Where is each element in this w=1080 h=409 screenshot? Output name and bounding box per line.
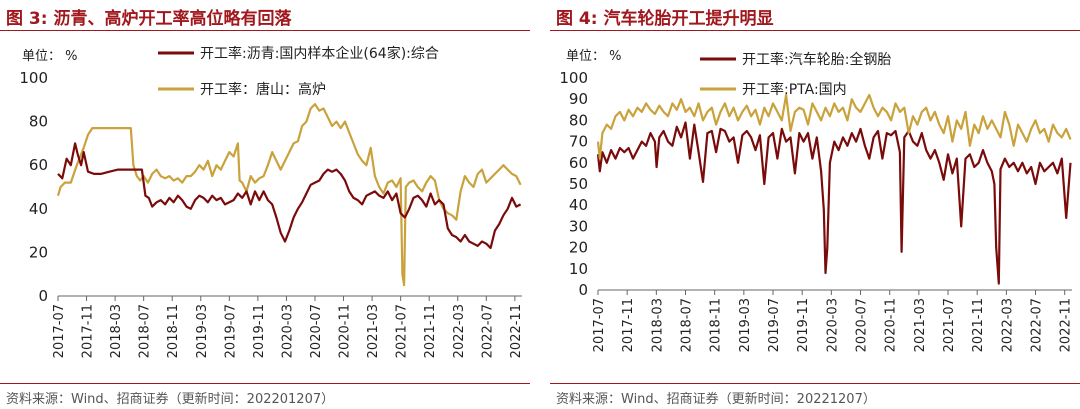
x-tick-label: 2021-03 [913,298,928,352]
x-tick-label: 2022-07 [480,304,495,358]
x-tick-label: 2019-03 [738,298,753,352]
series-line-1 [596,121,1072,285]
y-tick-label: 30 [569,217,588,235]
x-tick-label: 2022-07 [1030,298,1045,352]
y-tick-label: 10 [569,260,588,278]
y-tick-label: 100 [559,69,588,87]
y-tick-label: 80 [569,111,588,129]
line-chart-asphalt-blast-furnace: 单位： % 0 20 40 60 80 100 2017-07 2017-11 2018-03 20… [19,45,524,358]
x-tick-label: 2021-07 [942,298,957,352]
y-tick-label: 100 [19,69,48,87]
x-tick-label: 2021-07 [395,304,410,358]
x-tick-label: 2020-07 [309,304,324,358]
x-tick-label: 2018-11 [709,298,724,352]
x-tick-label: 2018-03 [109,304,124,358]
y-tick-label: 60 [29,156,48,174]
unit-label: 单位： % [22,49,78,64]
x-tick-label: 2020-03 [280,304,295,358]
y-tick-label: 0 [578,281,588,299]
x-tick-label: 2019-11 [252,304,267,358]
series-line-1 [57,142,522,250]
x-tick-label: 2017-07 [52,304,67,358]
legend-label-1: 开工率:汽车轮胎:全钢胎 [742,51,891,68]
x-tick-label: 2018-03 [650,298,665,352]
x-tick-label: 2020-07 [855,298,870,352]
x-tick-label: 2017-11 [621,298,636,352]
source-divider [550,383,1080,384]
y-tick-label: 90 [569,90,588,108]
legend-label-2: 开工率：唐山：高炉 [200,81,326,98]
source-note: 资料来源：Wind、招商证券（更新时间：20221207） [556,392,876,407]
source-divider [0,383,530,384]
chart-panel-asphalt: 图 3: 沥青、高炉开工率高位略有回落 单位： % 0 20 40 60 80 100 201… [0,0,530,409]
x-tick-label: 2022-11 [509,304,524,358]
title-divider [0,30,530,31]
y-tick-label: 80 [29,113,48,131]
series-line-2 [56,103,522,287]
x-tick-label: 2020-11 [884,298,899,352]
unit-label: 单位： % [566,49,622,64]
x-tick-label: 2019-07 [767,298,782,352]
x-tick-label: 2019-11 [796,298,811,352]
chart-title: 图 3: 沥青、高炉开工率高位略有回落 [6,9,292,29]
x-tick-label: 2018-07 [680,298,695,352]
x-tick-label: 2022-11 [1059,298,1074,352]
x-tick-label: 2019-03 [195,304,210,358]
x-tick-label: 2021-11 [423,304,438,358]
x-tick-label: 2017-11 [81,304,96,358]
line-chart-tire-pta: 单位： % 0 10 20 30 40 50 60 70 80 90 100 2017-07 2017-1… [559,49,1074,352]
y-tick-label: 0 [38,287,48,305]
x-tick-label: 2022-03 [1000,298,1015,352]
x-tick-label: 2022-03 [452,304,467,358]
y-tick-label: 40 [29,200,48,218]
chart-panel-tire: 图 4: 汽车轮胎开工提升明显 单位： % 0 10 20 30 40 50 60 70 80 90… [550,0,1080,409]
source-note: 资料来源：Wind、招商证券（更新时间：202201207） [6,392,335,407]
x-tick-label: 2019-07 [223,304,238,358]
series-line-2 [596,93,1072,160]
title-divider [550,30,1080,31]
y-tick-label: 20 [569,239,588,257]
y-tick-label: 40 [569,196,588,214]
x-tick-label: 2021-11 [971,298,986,352]
x-tick-label: 2018-11 [166,304,181,358]
legend-label-2: 开工率:PTA:国内 [742,81,847,98]
y-tick-label: 50 [569,175,588,193]
x-tick-label: 2021-03 [366,304,381,358]
legend-label-1: 开工率:沥青:国内样本企业(64家):综合 [200,45,439,62]
x-tick-label: 2020-11 [338,304,353,358]
y-tick-label: 70 [569,133,588,151]
y-tick-label: 60 [569,154,588,172]
x-tick-label: 2020-03 [825,298,840,352]
chart-title: 图 4: 汽车轮胎开工提升明显 [556,9,774,29]
x-tick-label: 2017-07 [592,298,607,352]
x-tick-label: 2018-07 [138,304,153,358]
y-tick-label: 20 [29,243,48,261]
